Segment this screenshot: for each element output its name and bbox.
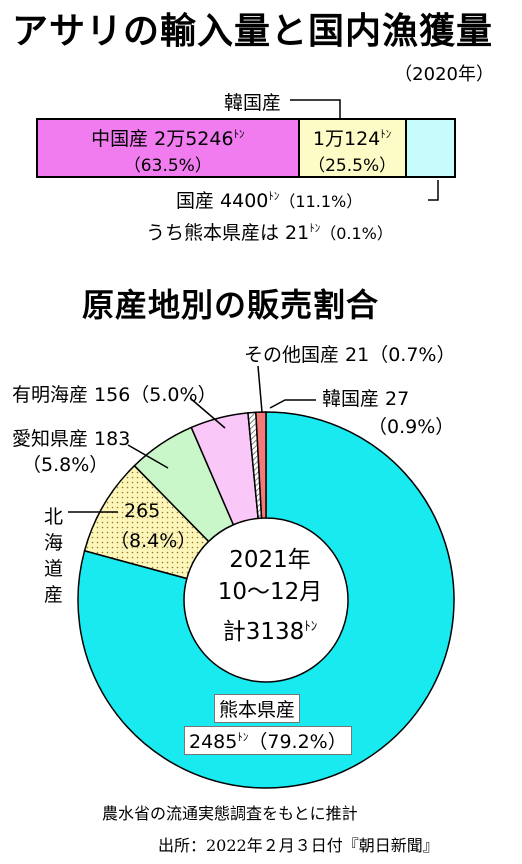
domestic-leader-line: [428, 180, 439, 201]
label-kumamoto-name: 熊本県産: [214, 694, 301, 723]
domestic-label: 国産 4400ﾄﾝ（11.1%）: [176, 189, 363, 212]
center-year: 2021年: [229, 547, 311, 573]
label-kumamoto-value: 2485ﾄﾝ（79.2%）: [184, 726, 352, 755]
data-note: 農水省の流通実態調査をもとに推計: [102, 804, 358, 823]
label-korea: 韓国産 27: [322, 388, 410, 410]
sales-chart-title: 原産地別の販売割合: [82, 286, 380, 324]
other-leader-line: [257, 365, 263, 413]
korea-leader-line: [290, 99, 341, 118]
label-hokkaido-pct: （8.4%）: [110, 530, 197, 552]
korea-donut-leader-line: [269, 399, 316, 409]
label-other-domestic: その他国産 21（0.7%）: [244, 344, 456, 366]
kumamoto-domestic-note: うち熊本県産は 21ﾄﾝ（0.1%）: [146, 221, 393, 244]
center-period: 10〜12月: [217, 579, 323, 605]
korea-import-label: 韓国産: [224, 92, 282, 114]
label-hokkaido-vertical: 北 海 道 産: [44, 506, 64, 606]
donut-slice-kumamoto: [77, 411, 455, 789]
source-citation: 出所：2022年２月３日付『朝日新聞』: [158, 836, 439, 855]
bar-segment-domestic: [406, 120, 454, 176]
import-chart-year: （2020年）: [394, 64, 494, 85]
bar-segment-china: 中国産 2万5246ﾄﾝ （63.5%）: [38, 120, 300, 176]
china-pct-label: （63.5%）: [123, 156, 212, 176]
label-aichi: 愛知県産 183: [12, 428, 131, 450]
label-hokkaido-value: 265: [124, 500, 161, 522]
label-aichi-pct: （5.8%）: [22, 454, 109, 476]
donut-slices: [77, 411, 455, 789]
import-stacked-bar: 中国産 2万5246ﾄﾝ （63.5%） 1万124ﾄﾝ （25.5%）: [36, 118, 456, 178]
china-value-label: 中国産 2万5246ﾄﾝ: [91, 127, 245, 150]
bar-segment-korea: 1万124ﾄﾝ （25.5%）: [299, 120, 407, 176]
korea-value-label: 1万124ﾄﾝ: [312, 127, 392, 150]
korea-pct-label: （25.5%）: [308, 156, 397, 176]
label-ariake: 有明海産 156（5.0%）: [12, 384, 217, 406]
donut-slice-korea: [255, 411, 267, 519]
aichi-leader-line: [127, 444, 169, 469]
center-total: 計3138ﾄﾝ: [222, 619, 318, 645]
label-korea-pct: （0.9%）: [368, 416, 455, 438]
import-chart-title: アサリの輸入量と国内漁獲量: [12, 11, 494, 52]
ariake-leader-line: [189, 397, 226, 429]
